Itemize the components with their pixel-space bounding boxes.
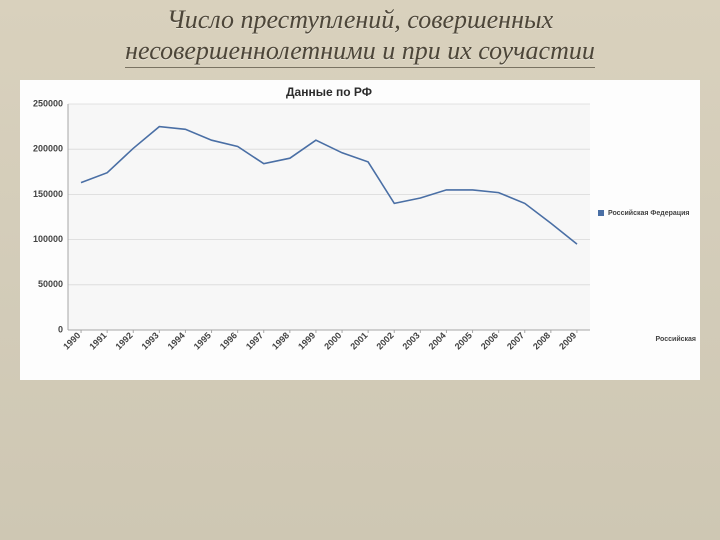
y-tick-label: 250000 [33,98,63,108]
legend-label: Российская Федерация [608,209,689,217]
page-title: Число преступлений, совершенных несоверш… [0,4,720,72]
title-line-1: Число преступлений, совершенных [167,5,553,34]
chart-container: Данные по РФ 0 50000 100000 150000 200000 2500… [20,80,700,380]
y-tick-label: 50000 [38,279,63,289]
title-line-2: несовершеннолетними и при их соучастии [125,36,595,68]
y-tick-label: 200000 [33,144,63,154]
slide: Число преступлений, совершенных несоверш… [0,0,720,540]
y-tick-label: 150000 [33,189,63,199]
y-tick-label: 0 [58,324,63,334]
y-tick-label: 100000 [33,234,63,244]
trailing-label: Российская [656,335,696,343]
chart-title: Данные по РФ [286,85,372,99]
chart-svg: Данные по РФ 0 50000 100000 150000 200000 2500… [20,80,700,380]
legend-marker [598,210,604,216]
